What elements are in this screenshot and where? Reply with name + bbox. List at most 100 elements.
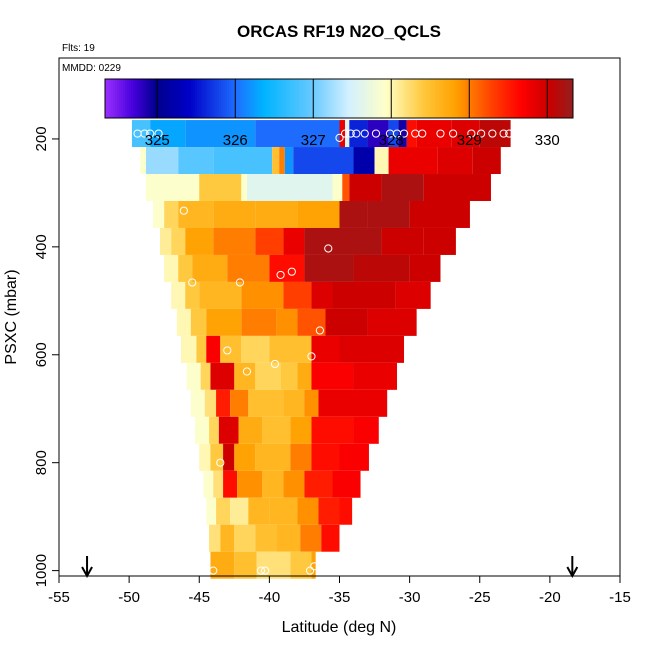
heatmap-cell xyxy=(164,200,179,228)
colorbar-strip xyxy=(353,79,356,118)
colorbar-strip xyxy=(305,79,308,118)
observation-point xyxy=(499,129,508,138)
colorbar-strip xyxy=(229,79,232,118)
colorbar-strip xyxy=(289,79,292,118)
heatmap-cell xyxy=(325,308,368,336)
colorbar-strip xyxy=(407,79,410,118)
colorbar-strip xyxy=(261,79,264,118)
heatmap-cell xyxy=(353,416,379,444)
heatmap-cell xyxy=(186,362,201,390)
heatmap-cell xyxy=(395,281,431,309)
observation-point xyxy=(488,129,497,138)
heatmap-cell xyxy=(472,147,501,175)
colorbar-strip xyxy=(131,79,134,118)
colorbar-strip xyxy=(241,79,244,118)
colorbar-strip xyxy=(497,79,500,118)
y-tick-label: 800 xyxy=(33,450,50,475)
colorbar-strip xyxy=(507,79,510,118)
colorbar-strip xyxy=(445,79,448,118)
colorbar-strip xyxy=(481,79,484,118)
y-axis-label: PSXC (mbar) xyxy=(3,269,20,364)
heatmap-cell xyxy=(246,174,270,201)
heatmap-cell xyxy=(178,254,193,282)
colorbar-strip xyxy=(209,79,212,118)
colorbar-strip xyxy=(449,79,452,118)
colorbar-strip xyxy=(551,79,554,118)
colorbar-strip xyxy=(493,79,496,118)
colorbar-strip xyxy=(107,79,110,118)
colorbar-strip xyxy=(457,79,460,118)
observation-point xyxy=(188,278,197,287)
x-tick-label: -50 xyxy=(118,589,140,606)
heatmap-cell xyxy=(332,470,361,498)
colorbar-strip xyxy=(187,79,190,118)
heatmap-cell xyxy=(388,147,438,175)
colorbar-strip xyxy=(309,79,312,118)
colorbar-strip xyxy=(115,79,118,118)
colorbar-strip xyxy=(207,79,210,118)
colorbar-strip xyxy=(259,79,262,118)
heatmap-cell xyxy=(213,147,273,175)
colorbar-strip xyxy=(529,79,532,118)
heatmap-cell xyxy=(398,120,407,148)
colorbar-strip xyxy=(461,79,464,118)
colorbar-strip xyxy=(377,79,380,118)
heatmap-cell xyxy=(241,174,247,201)
heatmap-cells xyxy=(131,120,511,579)
observation-point xyxy=(335,133,344,142)
x-axis-label: Latitude (deg N) xyxy=(282,619,397,636)
colorbar-strip xyxy=(391,79,394,118)
heatmap-cell xyxy=(437,147,473,175)
heatmap-cell xyxy=(210,443,224,471)
colorbar-strip xyxy=(451,79,454,118)
colorbar-strip xyxy=(133,79,136,118)
colorbar-strip xyxy=(423,79,426,118)
heatmap-cell xyxy=(297,497,319,525)
colorbar-strip xyxy=(267,79,270,118)
heatmap-cell xyxy=(234,551,257,579)
heatmap-cell xyxy=(349,174,382,201)
heatmap-cell xyxy=(339,227,382,255)
observation-point xyxy=(209,566,218,575)
heatmap-cell xyxy=(280,362,298,390)
colorbar-strip xyxy=(121,79,124,118)
colorbar-strip xyxy=(157,79,160,118)
observation-point xyxy=(477,129,486,138)
colorbar-strip xyxy=(555,79,558,118)
colorbar-strip xyxy=(317,79,320,118)
colorbar-strip xyxy=(477,79,480,118)
x-tick-label: -35 xyxy=(329,589,351,606)
colorbar-strip xyxy=(311,79,314,118)
colorbar-strip xyxy=(217,79,220,118)
observation-point xyxy=(305,566,315,575)
colorbar-strip xyxy=(341,79,344,118)
heatmap-cell xyxy=(218,416,239,444)
colorbar-strip xyxy=(467,79,470,118)
heatmap-cell xyxy=(199,174,242,201)
colorbar-strip xyxy=(485,79,488,118)
colorbar-strip xyxy=(173,79,176,118)
colorbar-strip xyxy=(509,79,512,118)
colorbar-strip xyxy=(147,79,150,118)
x-tick-label: -20 xyxy=(539,589,561,606)
colorbar-strip xyxy=(537,79,540,118)
colorbar-strip xyxy=(239,79,242,118)
colorbar-strip xyxy=(139,79,142,118)
heatmap-cell xyxy=(213,470,224,498)
observation-point xyxy=(505,129,514,138)
colorbar-strip xyxy=(327,79,330,118)
colorbar-strip xyxy=(117,79,120,118)
colorbar-strip xyxy=(357,79,360,118)
observation-point xyxy=(324,244,333,253)
colorbar-strip xyxy=(211,79,214,118)
colorbar-tick-label: 329 xyxy=(457,132,482,149)
colorbar-strip xyxy=(179,79,182,118)
colorbar-strip xyxy=(185,79,188,118)
heatmap-cell xyxy=(190,308,207,336)
colorbar-strip xyxy=(487,79,490,118)
colorbar-strip xyxy=(393,79,396,118)
heatmap-cell xyxy=(256,551,291,579)
heatmap-cell xyxy=(248,497,270,525)
colorbar-strip xyxy=(379,79,382,118)
